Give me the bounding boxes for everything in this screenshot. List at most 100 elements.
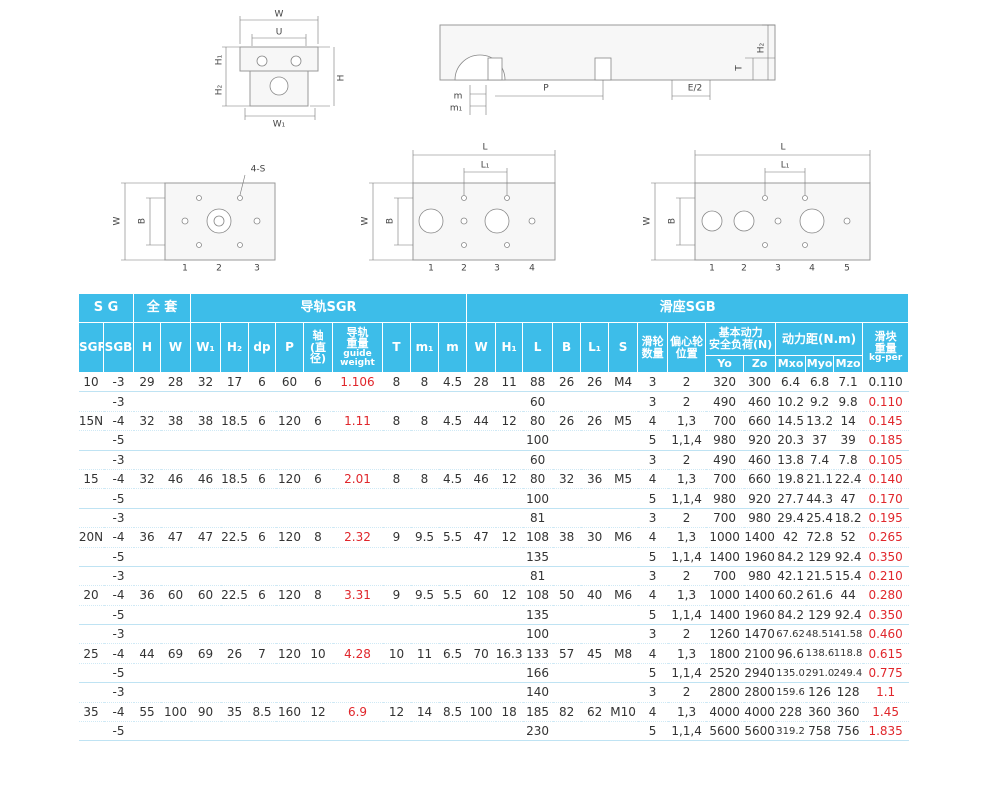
dimension-label: B: [668, 218, 678, 224]
cell: 5: [637, 721, 668, 742]
cell: 140: [522, 682, 553, 703]
column-header: 偏心轮 位置: [667, 322, 707, 373]
cell: 1.45: [862, 702, 909, 723]
empty-cell: [466, 682, 496, 703]
empty-cell: [133, 391, 161, 412]
empty-cell: [190, 450, 221, 470]
cell: 5: [637, 605, 668, 626]
cell: 7.8: [833, 450, 863, 470]
header-line: 数量: [641, 346, 664, 360]
dimension-label: H₂: [215, 84, 225, 95]
cell: -3: [103, 508, 134, 529]
cell: 1400: [743, 527, 776, 548]
column-header: W: [160, 322, 191, 373]
empty-cell: [332, 663, 383, 684]
empty-cell: [190, 547, 221, 567]
cell: 14.5: [775, 411, 806, 432]
cell: 10.2: [775, 391, 806, 412]
cell: 28: [160, 372, 191, 393]
empty-cell: [608, 450, 638, 470]
cell: 8.5: [248, 702, 276, 723]
cell: 47: [190, 527, 221, 548]
empty-cell: [190, 663, 221, 684]
cell: 4.28: [332, 643, 383, 664]
column-header: H₁: [495, 322, 524, 373]
cell: 1960: [743, 605, 776, 626]
table-row: 15 -4 32 46 46 18.5 6 120 6 2.01 8 8 4.5 46 12 80 32 36 M5…: [78, 469, 909, 490]
cell: 15.4: [833, 566, 863, 587]
cell: 120: [275, 643, 304, 664]
table-row: 35 -4 55 100 90 35 8.5 160 12 6.9 12 14 8.5 100 18 185 8…: [78, 702, 909, 723]
empty-cell: [552, 682, 581, 703]
empty-cell: [160, 450, 191, 470]
empty-cell: [382, 682, 411, 703]
dimension-label: W: [113, 216, 123, 225]
cell: 159.6: [775, 682, 806, 703]
empty-cell: [78, 430, 104, 451]
cell: 6: [303, 469, 333, 490]
empty-cell: [332, 566, 383, 587]
cell: 38: [160, 411, 191, 432]
header-line: 基本动力: [718, 326, 763, 340]
cell: 5: [637, 547, 668, 567]
plan-3-shape: [121, 174, 276, 261]
cell: -4: [103, 527, 134, 548]
cell: 2520: [705, 663, 744, 684]
empty-cell: [410, 605, 439, 626]
empty-cell: [78, 391, 104, 412]
empty-cell: [332, 624, 383, 645]
cell: 980: [705, 488, 744, 509]
column-header: 导轨 重量 guide weight: [332, 322, 383, 373]
cell: 10: [303, 643, 333, 664]
cell: 0.280: [862, 585, 909, 606]
empty-cell: [608, 508, 638, 529]
cell: M8: [608, 643, 638, 664]
cell: 100: [466, 702, 496, 723]
cell: 44: [833, 585, 863, 606]
cell: 60: [522, 450, 553, 470]
cell: 129: [805, 605, 834, 626]
cell: 42: [775, 527, 806, 548]
empty-cell: [133, 721, 161, 742]
cell: 9.5: [410, 585, 439, 606]
cell: 9.8: [833, 391, 863, 412]
cell: 1.835: [862, 721, 909, 742]
empty-cell: [495, 391, 523, 412]
cell: 9.5: [410, 527, 439, 548]
cell: 12: [495, 527, 523, 548]
empty-cell: [580, 450, 609, 470]
empty-cell: [220, 605, 249, 626]
cell: 120: [275, 585, 304, 606]
empty-cell: [410, 624, 439, 645]
cell: 8: [410, 372, 439, 393]
cell: 11: [495, 372, 523, 393]
empty-cell: [580, 488, 609, 509]
dimension-label: T: [735, 65, 745, 72]
empty-cell: [190, 721, 221, 742]
cell: 1.106: [332, 372, 383, 393]
cell: 20: [78, 585, 104, 606]
cell: 96.6: [775, 643, 806, 664]
empty-cell: [410, 721, 439, 742]
dimension-label: 4-S: [251, 165, 266, 175]
cell: 0.185: [862, 430, 909, 451]
cell: 44.3: [805, 488, 834, 509]
cell: 756: [833, 721, 863, 742]
cell: 55: [133, 702, 161, 723]
empty-cell: [608, 682, 638, 703]
empty-cell: [552, 508, 581, 529]
empty-cell: [133, 624, 161, 645]
empty-cell: [275, 605, 304, 626]
column-header: H: [133, 322, 161, 373]
cell: 8: [410, 411, 439, 432]
empty-cell: [580, 663, 609, 684]
cell: 20.3: [775, 430, 806, 451]
cell: 5: [637, 430, 668, 451]
cell: 44: [133, 643, 161, 664]
cell: 185: [522, 702, 553, 723]
table-row: -3 81 3 2 700 980 29.4 25.4 18.2 0.195: [78, 508, 909, 529]
dimension-label: 4: [809, 264, 815, 274]
cell: 20N: [78, 527, 104, 548]
empty-cell: [248, 450, 276, 470]
cell: 46: [466, 469, 496, 490]
